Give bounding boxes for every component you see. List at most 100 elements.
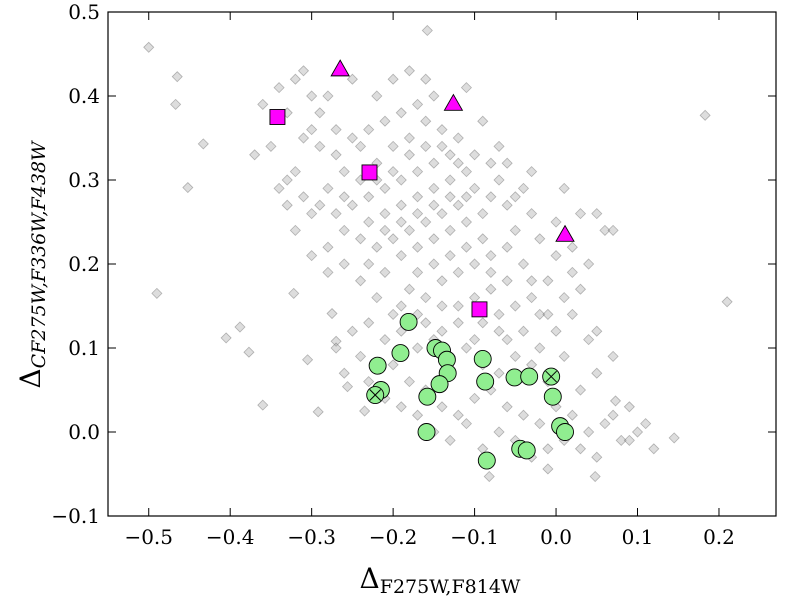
diamond-point [485,157,497,169]
diamond-point [485,191,497,203]
diamond-point [460,166,473,178]
diamond-point [558,182,570,194]
diamond-point [509,224,521,236]
diamond-point [346,132,358,144]
diamond-point [338,224,350,236]
diamond-point [534,233,546,245]
x-tick-label: 0.0 [540,525,572,549]
diamond-point [411,208,424,220]
y-tick-label: 0.5 [68,0,100,24]
diamond-point [607,350,619,362]
diamond-point [517,409,530,421]
diamond-point [469,292,481,304]
diamond-point [558,350,570,362]
diamond-point [338,166,350,178]
diamond-point [477,115,489,127]
diamond-point [607,409,619,421]
diamond-point [631,426,644,438]
diamond-point [363,216,375,228]
diamond-point [542,463,554,475]
diamond-point [574,443,587,455]
diamond-point [501,334,513,346]
diamond-point [460,241,473,253]
diamond-point [322,182,334,194]
diamond-point [460,82,473,94]
circle-point [430,375,449,394]
diamond-point [420,140,432,152]
diamond-point [460,191,473,203]
diamond-point [534,418,546,430]
diamond-point [452,157,464,169]
diamond-point [436,325,448,337]
diamond-point [436,275,448,287]
diamond-point [314,107,326,119]
diamond-point [509,300,521,312]
diamond-point [428,157,440,169]
diamond-point [477,208,489,220]
diamond-point [436,140,448,152]
diamond-point [583,334,595,346]
y-tick-label: 0.3 [68,168,100,192]
diamond-point [501,401,513,413]
diamond-point [243,346,255,358]
diamond-point [143,41,155,53]
circle-point [417,423,436,441]
diamond-point [265,140,277,152]
square-point [269,109,286,125]
diamond-point [395,401,407,413]
diamond-point [359,405,371,417]
diamond-point [493,174,505,186]
diamond-point [477,317,489,329]
diamond-point [395,107,407,119]
diamond-point [452,266,464,278]
diamond-point [566,308,578,320]
diamond-point [411,166,424,178]
y-axis-label: ΔCF275W,F336W,F438W [14,140,50,389]
diamond-point [477,233,489,245]
diamond-point [289,224,301,236]
y-tick-label: 0.0 [68,420,100,444]
diamond-point [428,258,440,270]
y-tick-label: −0.1 [51,504,100,528]
diamond-point [420,73,432,85]
diamond-point [403,132,415,144]
circle-point [476,372,495,391]
diamond-point [330,335,342,347]
diamond-point [338,258,350,270]
diamond-point [330,342,342,354]
diamond-point [460,418,473,430]
diamond-point [403,65,415,77]
diamond-point [640,418,652,430]
diamond-point [534,342,546,354]
x-tick-label: −0.4 [206,525,255,549]
circle-point [368,356,387,375]
data-points [143,24,733,483]
circle-point [477,451,496,470]
diamond-point [411,191,424,203]
circle-point [391,344,410,362]
diamond-point [411,409,424,421]
diamond-point [354,140,367,152]
diamond-point [421,24,433,37]
diamond-point [363,317,375,329]
diamond-point [338,191,350,203]
crossed-circle-point [542,367,561,386]
diamond-point [591,451,603,463]
diamond-point [526,208,538,220]
diamond-point [297,191,310,203]
crossed-circle-point [366,386,385,404]
diamond-point [558,292,570,304]
diamond-point [469,334,481,346]
x-tick-label: −0.2 [369,525,418,549]
diamond-point [306,90,318,102]
diamond-point [493,426,505,438]
diamond-point [306,208,318,220]
diamond-point [330,149,342,161]
diamond-point [469,182,481,194]
diamond-point [346,199,358,211]
diamond-point [526,275,538,287]
diamond-point [387,308,399,320]
diamond-point [354,233,367,245]
diamond-point [379,334,391,346]
